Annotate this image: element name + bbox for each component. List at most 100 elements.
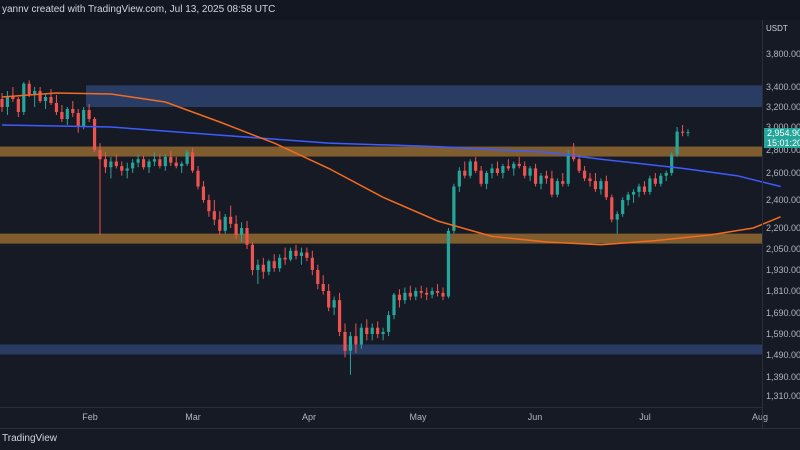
candle-body	[386, 315, 391, 332]
candle-body	[229, 216, 233, 224]
candle-body	[267, 261, 271, 272]
candle-body	[506, 166, 510, 169]
candle-body	[686, 132, 690, 134]
candle-body	[653, 178, 657, 184]
candle-body	[261, 264, 265, 272]
zone-resistance	[86, 85, 762, 107]
candle-body	[566, 154, 570, 184]
bar-countdown: 15:01:20	[767, 138, 800, 148]
candle-body	[479, 170, 483, 184]
candle-body	[626, 194, 630, 200]
candle-body	[343, 331, 347, 351]
y-tick-label: 1,590.00	[766, 329, 800, 339]
candle-body	[125, 168, 129, 171]
candle-body	[615, 214, 619, 220]
ma-short-line	[1, 92, 781, 246]
candle-body	[403, 292, 407, 301]
zone-support	[0, 233, 762, 244]
candle-body	[408, 292, 412, 297]
candle-body	[474, 161, 478, 171]
y-tick-label: 2,200.00	[766, 223, 800, 233]
candle-body	[299, 252, 304, 256]
x-tick-label: Apr	[302, 412, 316, 422]
candle-body	[212, 211, 216, 220]
y-tick-label: 3,200.00	[766, 102, 800, 112]
y-tick-label: 1,810.00	[766, 286, 800, 296]
candle-body	[664, 173, 668, 176]
candle-body	[82, 110, 86, 127]
last-price-badge: 2,954.90 15:01:20	[764, 128, 800, 148]
attribution-text: yannv created with TradingView.com, Jul …	[2, 4, 276, 15]
candle-body	[109, 161, 113, 168]
candle-body	[114, 161, 118, 167]
candle-body	[158, 159, 162, 167]
candle-body	[463, 170, 467, 176]
candle-body	[468, 161, 472, 176]
candle-body	[359, 327, 363, 345]
candle-body	[555, 181, 559, 195]
y-tick-label: 3,400.00	[766, 82, 800, 92]
candle-body	[675, 131, 679, 155]
y-tick-label: 2,050.00	[766, 244, 800, 254]
candle-body	[348, 336, 353, 351]
price-axis-separator	[762, 20, 763, 428]
candle-body	[414, 291, 418, 297]
candle-body	[120, 166, 124, 171]
candle-body	[250, 244, 255, 270]
candle-body	[621, 200, 625, 214]
candle-body	[501, 166, 505, 173]
candle-body	[33, 91, 37, 95]
candle-body	[131, 162, 135, 169]
candle-body	[631, 191, 636, 195]
candle-body	[637, 186, 641, 192]
candle-body	[278, 257, 282, 269]
ma-long-line	[1, 124, 781, 188]
candle-body	[141, 159, 146, 168]
x-tick-label: Jun	[528, 412, 543, 422]
candle-body	[305, 252, 309, 258]
candle-body	[572, 154, 576, 160]
candle-body	[490, 168, 494, 173]
candle-body	[49, 97, 53, 103]
chart-header: yannv created with TradingView.com, Jul …	[0, 0, 800, 20]
candle-body	[495, 168, 500, 173]
candle-body	[283, 257, 287, 260]
candle-body	[528, 168, 532, 176]
x-tick-label: Feb	[82, 412, 98, 422]
candle-body	[561, 181, 565, 184]
candle-body	[544, 175, 549, 179]
candle-body	[43, 97, 48, 101]
candle-body	[550, 178, 554, 195]
candle-body	[430, 291, 434, 295]
candle-body	[435, 291, 440, 293]
candle-body	[60, 112, 64, 119]
candle-body	[169, 156, 173, 163]
candle-body	[610, 197, 614, 220]
candle-body	[256, 264, 260, 270]
candle-body	[207, 200, 211, 212]
candle-body	[523, 166, 527, 176]
y-tick-label: 3,000.00	[766, 122, 800, 132]
candle-body	[272, 261, 276, 269]
candle-body	[381, 331, 385, 334]
candle-body	[239, 228, 244, 235]
candle-body	[92, 119, 97, 150]
x-tick-label: Jul	[639, 412, 651, 422]
candle-body	[310, 257, 314, 270]
candle-body	[71, 109, 75, 113]
candle-body	[582, 170, 587, 179]
candle-body	[87, 110, 91, 119]
x-tick-label: Mar	[185, 412, 201, 422]
price-unit-label: USDT	[766, 24, 788, 33]
candle-body	[588, 178, 592, 182]
candle-body	[316, 270, 320, 284]
candle-body	[484, 173, 489, 184]
candle-body	[65, 109, 69, 119]
y-tick-label: 1,390.00	[766, 372, 800, 382]
y-tick-label: 2,600.00	[766, 168, 800, 178]
candle-body	[5, 96, 10, 107]
candle-body	[190, 152, 195, 171]
candle-body	[648, 178, 652, 192]
zone-mid	[0, 146, 762, 157]
